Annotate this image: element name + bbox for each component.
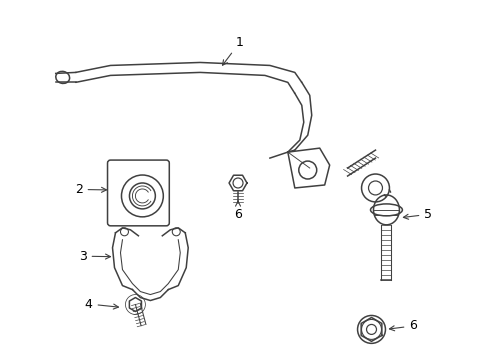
Text: 2: 2 [75,183,106,196]
Text: 6: 6 [390,319,417,332]
Text: 5: 5 [403,208,432,221]
Text: 4: 4 [85,297,119,311]
Text: 6: 6 [234,201,242,221]
Text: 1: 1 [222,36,244,65]
Text: 3: 3 [79,250,110,263]
